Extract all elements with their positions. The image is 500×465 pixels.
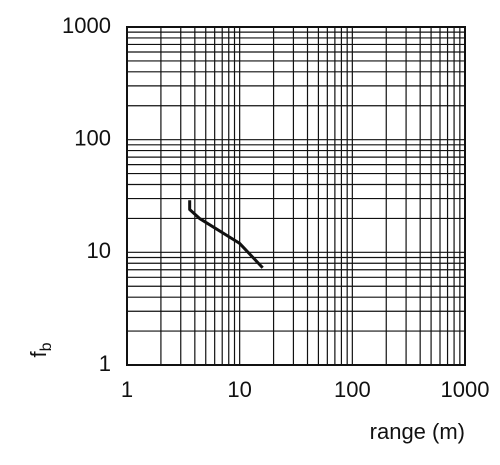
y-tick-label: 1000 — [62, 13, 111, 38]
y-tick-label: 1 — [99, 351, 111, 376]
x-tick-label: 10 — [227, 377, 251, 402]
y-axis-label-subscript: b — [38, 342, 55, 351]
plot-frame — [126, 26, 466, 366]
x-axis-label: range (m) — [370, 419, 465, 444]
data-line — [188, 200, 264, 269]
x-tick-label: 1000 — [441, 377, 490, 402]
y-axis-label: fb — [26, 342, 55, 357]
y-tick-label: 10 — [87, 238, 111, 263]
y-axis-label-main: f — [26, 351, 51, 358]
x-tick-label: 1 — [121, 377, 133, 402]
x-tick-label: 100 — [334, 377, 371, 402]
y-tick-label: 100 — [74, 125, 111, 150]
